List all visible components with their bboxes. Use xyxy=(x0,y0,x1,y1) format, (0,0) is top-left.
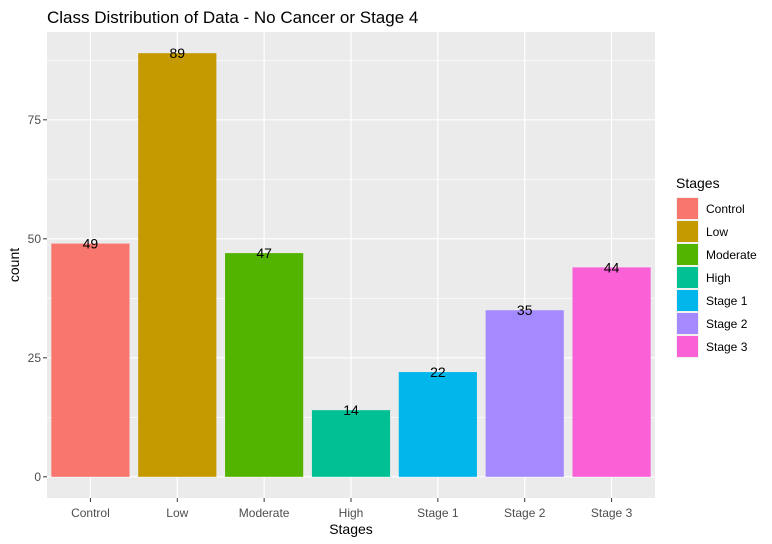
bar-value-label: 89 xyxy=(169,45,185,61)
bar-stage-3 xyxy=(572,267,651,477)
legend-item-label: Moderate xyxy=(706,248,757,262)
bar-stage-1 xyxy=(398,372,477,477)
y-tick-label: 75 xyxy=(28,113,42,127)
y-tick-label: 50 xyxy=(28,232,42,246)
x-tick-label: Moderate xyxy=(239,506,290,520)
bar-value-label: 47 xyxy=(256,245,272,261)
bars xyxy=(51,53,651,477)
legend: Stages Control Low Moderate High Stage 1 Stag… xyxy=(676,175,757,358)
y-axis-label: count xyxy=(6,248,22,282)
y-tick-label: 0 xyxy=(34,470,41,484)
bar-high xyxy=(311,410,391,477)
y-axis: 0 25 50 75 xyxy=(28,113,47,484)
bar-value-labels: 49 89 47 14 22 35 44 xyxy=(83,45,620,418)
x-tick-label: Stage 3 xyxy=(591,506,633,520)
legend-swatch xyxy=(677,290,698,311)
x-tick-label: High xyxy=(339,506,364,520)
legend-title: Stages xyxy=(676,175,720,191)
y-tick-label: 25 xyxy=(28,351,42,365)
legend-item-label: Stage 3 xyxy=(706,340,748,354)
legend-swatch xyxy=(677,336,698,357)
bar-value-label: 14 xyxy=(343,402,359,418)
legend-item-label: Control xyxy=(706,202,745,216)
x-tick-label: Control xyxy=(71,506,110,520)
legend-swatch xyxy=(677,221,698,242)
x-axis-label: Stages xyxy=(329,521,373,537)
bar-moderate xyxy=(225,253,304,477)
bar-value-label: 49 xyxy=(83,236,99,252)
bar-value-label: 44 xyxy=(604,259,620,275)
chart-title: Class Distribution of Data - No Cancer o… xyxy=(47,8,418,27)
legend-swatch xyxy=(677,244,698,265)
bar-value-label: 35 xyxy=(517,302,533,318)
x-tick-label: Stage 2 xyxy=(504,506,546,520)
x-axis: Control Low Moderate High Stage 1 Stage 2 Stag… xyxy=(71,498,633,520)
bar-value-label: 22 xyxy=(430,364,446,380)
legend-item-label: Low xyxy=(706,225,728,239)
legend-item-label: Stage 1 xyxy=(706,294,748,308)
legend-item-label: Stage 2 xyxy=(706,317,748,331)
legend-item-label: High xyxy=(706,271,731,285)
x-tick-label: Stage 1 xyxy=(417,506,459,520)
legend-swatch xyxy=(677,267,698,288)
x-tick-label: Low xyxy=(166,506,188,520)
legend-swatch xyxy=(677,198,698,219)
bar-stage-2 xyxy=(485,310,564,477)
legend-swatch xyxy=(677,313,698,334)
bar-low xyxy=(138,53,217,477)
bar-control xyxy=(51,243,130,477)
